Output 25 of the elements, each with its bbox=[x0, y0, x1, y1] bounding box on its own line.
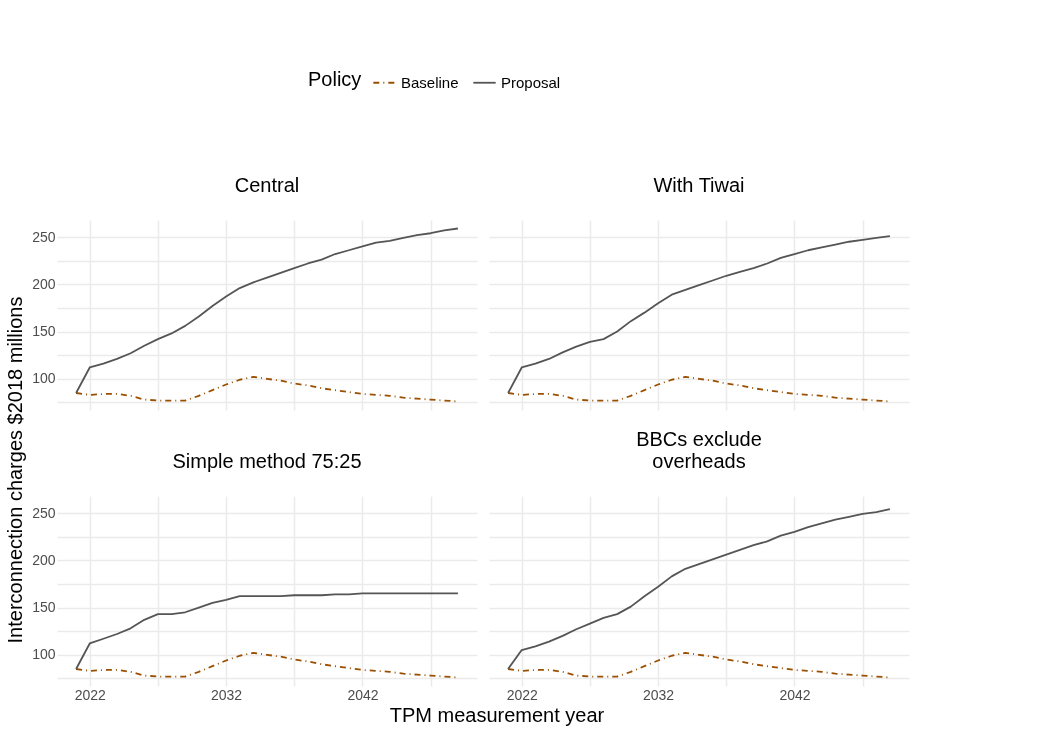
y-axis-title: Interconnection charges $2018 millions bbox=[4, 296, 26, 644]
legend-label: Proposal bbox=[501, 73, 561, 91]
x-tick-label: 2022 bbox=[74, 686, 107, 703]
x-tick-label: 2022 bbox=[506, 686, 539, 703]
legend-label: Baseline bbox=[401, 73, 459, 91]
y-tick-label: 100 bbox=[32, 646, 56, 663]
line-series bbox=[75, 592, 459, 670]
legend-title: Policy bbox=[308, 68, 362, 90]
chart-title: Simple method 75:25 bbox=[172, 450, 362, 472]
y-tick-label: 250 bbox=[32, 228, 56, 245]
y-tick-label: 250 bbox=[32, 504, 56, 521]
x-axis-title: TPM measurement year bbox=[389, 704, 605, 726]
x-tick-label: 2032 bbox=[643, 686, 675, 703]
y-tick-label: 100 bbox=[32, 370, 56, 387]
x-tick-label: 2032 bbox=[211, 686, 243, 703]
line-series bbox=[75, 227, 459, 394]
chart-title: With Tiwai bbox=[653, 174, 745, 196]
y-tick-label: 150 bbox=[32, 323, 56, 340]
y-tick-label: 150 bbox=[32, 599, 56, 616]
x-tick-label: 2042 bbox=[347, 686, 379, 703]
y-tick-label: 200 bbox=[32, 551, 56, 568]
x-tick-label: 2042 bbox=[779, 686, 811, 703]
chart-title: BBCs exclude overheads bbox=[636, 428, 762, 472]
y-tick-label: 200 bbox=[32, 275, 56, 292]
chart-title: Central bbox=[234, 174, 300, 196]
